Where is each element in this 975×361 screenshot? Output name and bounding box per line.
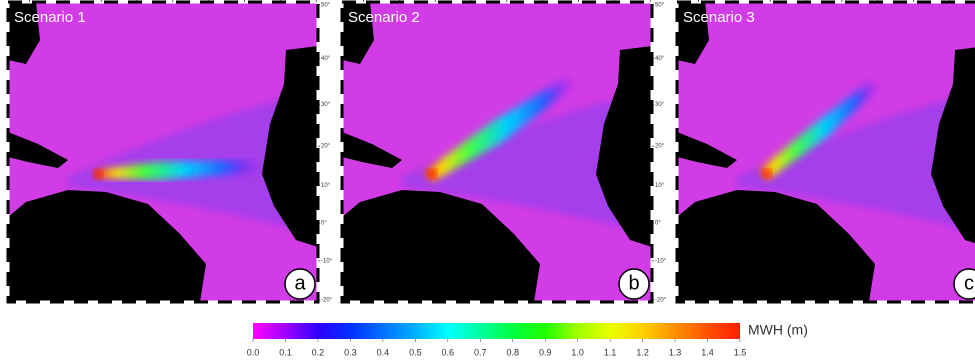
lat-tick-label: -20°: [655, 298, 667, 304]
panel-title: Scenario 3: [683, 9, 755, 26]
lat-tick-label: 10°: [655, 183, 665, 189]
colorbar-tick-label: 1.0: [571, 347, 584, 357]
lon-tick-label: -60°: [765, 0, 777, 1]
lat-tick-label: 30°: [655, 102, 665, 108]
lon-tick-label: -20°: [239, 0, 251, 1]
colorbar-tick-label: 0.9: [539, 347, 552, 357]
lon-tick-label: -70°: [394, 0, 406, 1]
colorbar: [253, 323, 740, 339]
colorbar-tick-label: 0.8: [506, 347, 519, 357]
lat-tick-label: 0°: [321, 221, 327, 227]
lon-tick-label: -40°: [836, 0, 848, 1]
lon-tick-label: 0°: [313, 0, 319, 1]
lat-tick-label: 0°: [655, 221, 661, 227]
colorbar-tick-label: 1.3: [669, 347, 682, 357]
colorbar-tick-label: 0.5: [409, 347, 422, 357]
colorbar-tick-label: 1.5: [734, 347, 747, 357]
colorbar-label: MWH (m): [748, 322, 808, 338]
lat-tick-label: 30°: [321, 102, 331, 108]
lon-tick-label: -30°: [872, 0, 884, 1]
lon-tick-label: -60°: [430, 0, 442, 1]
colorbar-tick-label: 0.7: [474, 347, 487, 357]
map-panel: Scenario 1 a -80° -70° -60° -50° -40° -30° -20° -…: [8, 0, 333, 304]
lat-tick-label: -10°: [655, 259, 667, 265]
lon-tick-label: -40°: [501, 0, 513, 1]
panel-letter: a: [294, 272, 306, 294]
panel-title: Scenario 2: [348, 9, 420, 26]
lon-tick-label: -20°: [573, 0, 585, 1]
colorbar-tick-label: 0.1: [279, 347, 292, 357]
lon-tick-label: -50°: [465, 0, 477, 1]
source: [762, 169, 772, 179]
lon-tick-label: -30°: [537, 0, 549, 1]
panel-letter: c: [964, 272, 974, 294]
colorbar-tick-label: 0.4: [377, 347, 390, 357]
lon-tick-label: 0°: [647, 0, 653, 1]
lon-tick-label: -80°: [693, 0, 705, 1]
lon-tick-label: -70°: [729, 0, 741, 1]
lat-tick-label: -10°: [321, 259, 333, 265]
lon-tick-label: -40°: [167, 0, 179, 1]
lat-tick-label: 10°: [321, 183, 331, 189]
figure: Scenario 1 a -80° -70° -60° -50° -40° -30° -20° -…: [0, 0, 975, 361]
panel-title: Scenario 1: [14, 9, 86, 26]
colorbar-tick-label: 0.3: [344, 347, 357, 357]
source: [427, 169, 437, 179]
page: {"panels": [ {"title": "Scenario 1", "le…: [0, 0, 975, 361]
lon-tick-label: -50°: [131, 0, 143, 1]
lon-tick-label: -80°: [24, 0, 36, 1]
lat-tick-label: 50°: [321, 3, 331, 9]
lon-tick-label: -50°: [800, 0, 812, 1]
lon-tick-label: -70°: [60, 0, 72, 1]
lat-tick-label: -20°: [321, 298, 333, 304]
lon-tick-label: -30°: [203, 0, 215, 1]
lat-tick-label: 50°: [655, 3, 665, 9]
lat-tick-label: 20°: [321, 144, 331, 150]
lon-tick-label: -10°: [609, 0, 621, 1]
colorbar-tick-label: 1.2: [636, 347, 649, 357]
lon-tick-label: -10°: [944, 0, 956, 1]
lat-tick-label: 40°: [321, 56, 331, 62]
lon-tick-label: -20°: [908, 0, 920, 1]
colorbar-tick-label: 1.1: [604, 347, 617, 357]
lon-tick-label: -10°: [275, 0, 287, 1]
lat-tick-label: 40°: [655, 56, 665, 62]
lon-tick-label: -80°: [358, 0, 370, 1]
colorbar-tick-label: 0.6: [442, 347, 455, 357]
map-panel: Scenario 3 c -80° -70° -60° -50° -40° -30° -20° -…: [677, 0, 975, 304]
source: [93, 169, 103, 179]
map-panel: Scenario 2 b -80° -70° -60° -50° -40° -30° -20° -…: [342, 0, 667, 304]
colorbar-tick-label: 0.2: [312, 347, 325, 357]
colorbar-tick-label: 0.0: [247, 347, 260, 357]
colorbar-tick-label: 1.4: [701, 347, 714, 357]
lon-tick-label: -60°: [96, 0, 108, 1]
panel-letter: b: [628, 272, 639, 294]
lat-tick-label: 20°: [655, 144, 665, 150]
